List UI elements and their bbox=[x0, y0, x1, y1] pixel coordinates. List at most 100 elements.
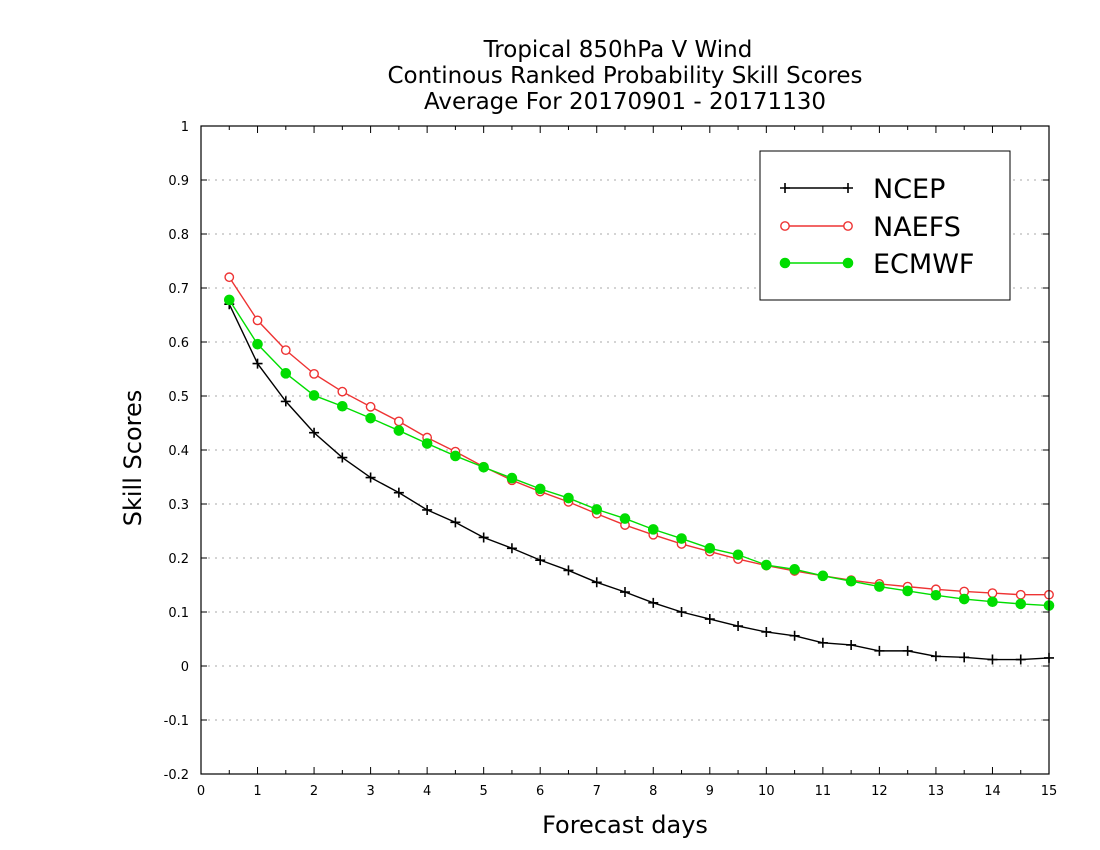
data-point-naefs bbox=[252, 315, 263, 326]
x-tick-label: 9 bbox=[706, 784, 714, 799]
x-tick-label: 0 bbox=[197, 784, 205, 799]
data-point-ecmwf bbox=[365, 412, 376, 424]
y-axis-label: Skill Scores bbox=[119, 390, 147, 527]
data-point-ncep bbox=[987, 654, 998, 665]
data-point-ecmwf bbox=[506, 472, 518, 484]
chart-title: Tropical 850hPa V Wind Continous Ranked … bbox=[387, 37, 862, 115]
y-tick-label: 0.8 bbox=[168, 228, 189, 243]
series-ncep bbox=[224, 299, 1054, 665]
legend-label-naefs: NAEFS bbox=[873, 212, 961, 243]
y-tick-label: 0.2 bbox=[168, 552, 189, 567]
y-tick-label: 0.5 bbox=[168, 390, 189, 405]
axis-ticks: -0.2-0.100.10.20.30.40.50.60.70.80.910 1 2… bbox=[164, 120, 1058, 799]
data-point-ecmwf bbox=[223, 294, 235, 306]
data-point-ncep bbox=[337, 452, 348, 463]
data-point-ecmwf bbox=[421, 438, 433, 449]
data-point-naefs bbox=[365, 401, 376, 412]
series-ecmwf bbox=[223, 294, 1055, 611]
data-point-ecmwf bbox=[761, 559, 772, 571]
data-point-ncep bbox=[902, 645, 913, 656]
series-line-ncep bbox=[228, 303, 1050, 661]
chart-title-line-3: Average For 20170901 - 20171130 bbox=[424, 89, 826, 115]
data-point-naefs bbox=[280, 345, 291, 355]
x-tick-label: 5 bbox=[480, 784, 488, 799]
chart-title-line-2: Continous Ranked Probability Skill Score… bbox=[387, 63, 862, 89]
data-point-ncep bbox=[309, 427, 320, 438]
x-tick-label: 6 bbox=[536, 784, 544, 799]
x-tick-label: 8 bbox=[649, 784, 657, 799]
data-point-ncep bbox=[930, 651, 941, 662]
data-point-ecmwf bbox=[676, 533, 687, 544]
legend-entry-ncep: NCEP bbox=[780, 174, 945, 205]
data-point-naefs bbox=[393, 416, 404, 427]
y-tick-label: 1 bbox=[181, 120, 189, 135]
data-point-ecmwf bbox=[845, 575, 857, 587]
legend: NCEP NAEFS ECMWF bbox=[759, 150, 1011, 301]
data-point-naefs bbox=[224, 272, 235, 283]
data-point-ecmwf bbox=[308, 390, 320, 401]
data-point-ecmwf bbox=[817, 570, 829, 582]
data-point-ecmwf bbox=[280, 368, 292, 379]
y-tick-label: -0.2 bbox=[164, 768, 189, 783]
series-line-ecmwf bbox=[228, 299, 1050, 607]
data-point-ecmwf bbox=[704, 542, 716, 554]
data-point-ecmwf bbox=[393, 425, 405, 436]
y-tick-label: 0.6 bbox=[168, 336, 189, 351]
data-point-ecmwf bbox=[337, 400, 348, 412]
series-naefs bbox=[224, 272, 1054, 600]
y-tick-label: 0.4 bbox=[168, 444, 189, 459]
x-tick-label: 1 bbox=[253, 784, 261, 799]
data-point-ecmwf bbox=[789, 564, 800, 575]
legend-marker bbox=[780, 221, 790, 231]
data-point-naefs bbox=[309, 368, 319, 379]
legend-marker bbox=[843, 221, 853, 231]
y-tick-label: 0.1 bbox=[168, 606, 189, 621]
x-tick-label: 13 bbox=[928, 784, 945, 799]
data-point-ncep bbox=[761, 626, 772, 637]
data-point-ecmwf bbox=[563, 492, 574, 504]
data-point-ecmwf bbox=[1015, 598, 1027, 610]
data-point-ncep bbox=[365, 472, 376, 483]
x-tick-label: 2 bbox=[310, 784, 318, 799]
data-point-ecmwf bbox=[902, 585, 913, 597]
legend-entry-naefs: NAEFS bbox=[780, 212, 961, 243]
data-point-naefs bbox=[337, 386, 348, 397]
data-point-ncep bbox=[563, 565, 574, 576]
x-tick-label: 7 bbox=[593, 784, 601, 799]
data-point-ecmwf bbox=[958, 593, 970, 605]
y-tick-label: 0.9 bbox=[168, 174, 189, 189]
data-point-ncep bbox=[1015, 654, 1026, 665]
legend-label-ecmwf: ECMWF bbox=[873, 249, 974, 280]
chart-title-line-1: Tropical 850hPa V Wind bbox=[483, 37, 753, 63]
legend-entries: NCEP NAEFS ECMWF bbox=[779, 174, 974, 280]
x-tick-label: 4 bbox=[423, 784, 431, 799]
x-tick-label: 11 bbox=[815, 784, 832, 799]
data-point-ncep bbox=[478, 532, 489, 543]
data-point-ncep bbox=[506, 543, 517, 554]
data-point-ncep bbox=[450, 517, 461, 528]
data-point-ncep bbox=[874, 645, 885, 656]
data-point-ncep bbox=[733, 621, 744, 632]
legend-label-ncep: NCEP bbox=[873, 174, 945, 205]
data-point-ecmwf bbox=[647, 524, 659, 535]
legend-marker bbox=[780, 183, 790, 193]
data-point-ncep bbox=[620, 587, 630, 598]
data-point-ncep bbox=[535, 555, 546, 566]
data-point-ncep bbox=[959, 652, 970, 663]
data-point-ncep bbox=[591, 577, 602, 588]
data-point-ecmwf bbox=[930, 589, 942, 601]
y-tick-label: 0 bbox=[181, 660, 189, 675]
data-point-ecmwf bbox=[534, 483, 546, 495]
legend-marker bbox=[779, 257, 791, 269]
data-point-ncep bbox=[704, 614, 715, 625]
x-tick-label: 14 bbox=[984, 784, 1001, 799]
data-point-naefs bbox=[987, 588, 998, 598]
data-point-ncep bbox=[393, 487, 404, 498]
y-tick-label: 0.3 bbox=[168, 498, 189, 513]
x-axis-label: Forecast days bbox=[542, 811, 708, 839]
data-point-ecmwf bbox=[619, 513, 631, 524]
x-tick-label: 3 bbox=[366, 784, 374, 799]
x-tick-label: 10 bbox=[758, 784, 775, 799]
legend-marker bbox=[843, 183, 853, 193]
